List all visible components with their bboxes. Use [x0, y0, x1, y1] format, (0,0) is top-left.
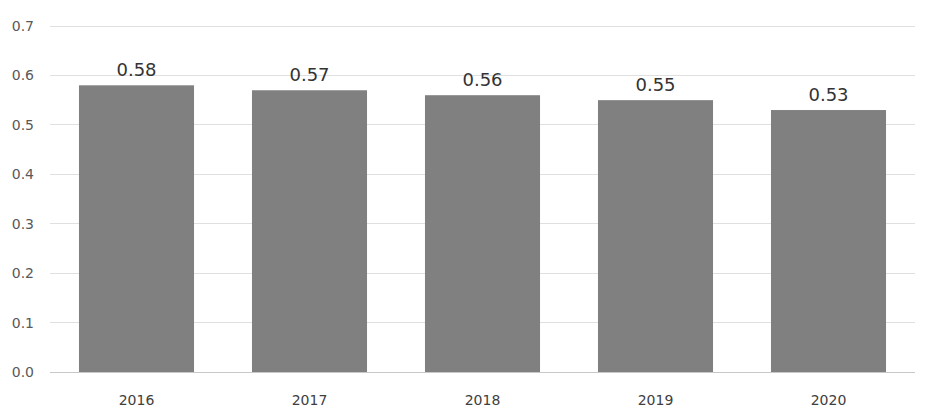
- data-label: 0.53: [808, 84, 848, 105]
- y-tick-label: 0.2: [12, 265, 34, 281]
- x-tick-label: 2016: [119, 392, 155, 408]
- chart: 0.0 0.1 0.2 0.3 0.4 0.5 0.6 0.7 0.58 0.57 0.56 0.55…: [0, 0, 928, 420]
- x-tick-label: 2019: [638, 392, 674, 408]
- data-label: 0.56: [462, 69, 502, 90]
- x-tick-label: 2018: [465, 392, 501, 408]
- bar: [771, 110, 886, 372]
- x-axis: 2016 2017 2018 2019 2020: [119, 392, 847, 408]
- y-tick-label: 0.5: [12, 117, 34, 133]
- bar: [252, 90, 367, 372]
- y-tick-label: 0.7: [12, 18, 34, 34]
- x-tick-label: 2017: [292, 392, 328, 408]
- y-tick-label: 0.0: [12, 364, 34, 380]
- y-tick-label: 0.4: [12, 166, 34, 182]
- grid: [50, 26, 915, 372]
- y-tick-label: 0.6: [12, 67, 34, 83]
- bar: [425, 95, 540, 372]
- data-label: 0.55: [635, 74, 675, 95]
- y-tick-label: 0.3: [12, 216, 34, 232]
- data-label: 0.57: [289, 64, 329, 85]
- x-tick-label: 2020: [811, 392, 847, 408]
- grid-line: [50, 26, 915, 27]
- y-axis: 0.0 0.1 0.2 0.3 0.4 0.5 0.6 0.7: [12, 18, 34, 380]
- y-tick-label: 0.1: [12, 315, 34, 331]
- data-label: 0.58: [116, 59, 156, 80]
- data-labels: 0.58 0.57 0.56 0.55 0.53: [116, 59, 848, 105]
- bars: [79, 85, 886, 372]
- bar: [598, 100, 713, 372]
- bar: [79, 85, 194, 372]
